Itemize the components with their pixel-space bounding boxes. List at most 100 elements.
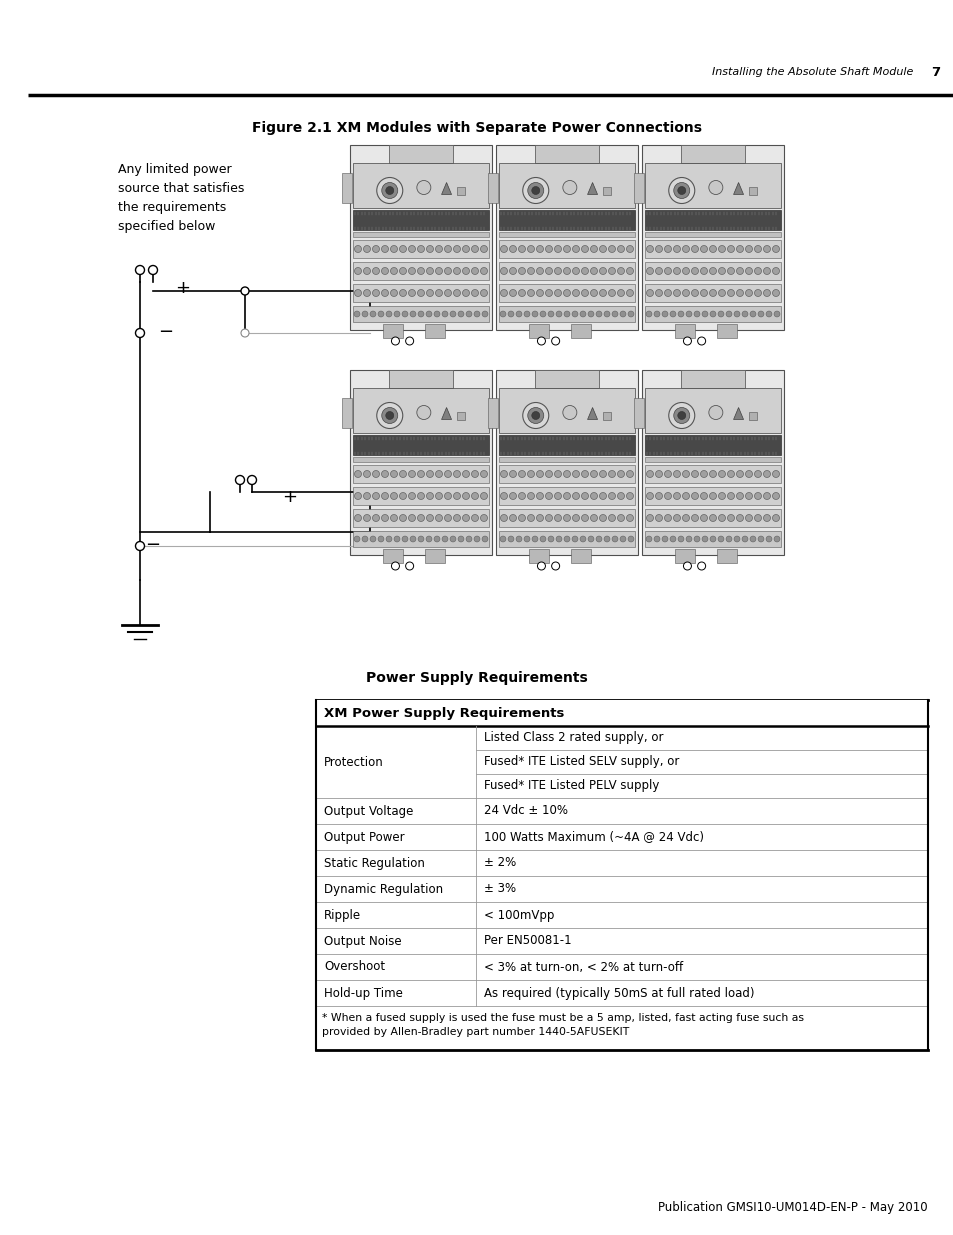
Circle shape xyxy=(363,268,370,274)
Circle shape xyxy=(474,536,479,542)
Bar xyxy=(353,466,489,483)
Circle shape xyxy=(744,289,752,296)
Circle shape xyxy=(381,515,388,521)
Bar xyxy=(641,370,783,555)
Circle shape xyxy=(736,246,742,252)
Bar xyxy=(674,324,694,338)
Circle shape xyxy=(499,311,505,317)
Circle shape xyxy=(608,268,615,274)
Circle shape xyxy=(718,311,723,317)
Circle shape xyxy=(444,493,451,499)
Bar xyxy=(674,550,694,563)
Circle shape xyxy=(685,536,691,542)
Bar xyxy=(353,457,489,462)
Circle shape xyxy=(700,515,707,521)
Circle shape xyxy=(372,289,379,296)
Circle shape xyxy=(363,515,370,521)
Circle shape xyxy=(135,266,144,274)
Circle shape xyxy=(654,311,659,317)
Circle shape xyxy=(654,536,659,542)
Circle shape xyxy=(587,536,594,542)
Bar xyxy=(528,324,548,338)
Circle shape xyxy=(372,268,379,274)
Circle shape xyxy=(416,405,431,420)
Circle shape xyxy=(754,289,760,296)
Circle shape xyxy=(500,515,507,521)
Circle shape xyxy=(554,246,561,252)
Circle shape xyxy=(507,311,514,317)
Circle shape xyxy=(617,471,624,478)
Polygon shape xyxy=(733,408,742,420)
Circle shape xyxy=(626,268,633,274)
Bar xyxy=(634,173,643,203)
Circle shape xyxy=(381,289,388,296)
Bar xyxy=(425,324,445,338)
Circle shape xyxy=(537,562,545,571)
Bar xyxy=(498,262,635,280)
Circle shape xyxy=(645,311,651,317)
Circle shape xyxy=(554,515,561,521)
Circle shape xyxy=(581,289,588,296)
Circle shape xyxy=(381,183,397,199)
Circle shape xyxy=(465,311,472,317)
Circle shape xyxy=(471,471,478,478)
Circle shape xyxy=(408,515,416,521)
Circle shape xyxy=(386,536,392,542)
Text: Fused* ITE Listed SELV supply, or: Fused* ITE Listed SELV supply, or xyxy=(483,756,679,768)
Text: ± 3%: ± 3% xyxy=(483,883,516,895)
Circle shape xyxy=(655,515,661,521)
Circle shape xyxy=(399,471,406,478)
Text: 24 Vdc ± 10%: 24 Vdc ± 10% xyxy=(483,804,567,818)
Circle shape xyxy=(773,311,780,317)
Circle shape xyxy=(685,311,691,317)
Circle shape xyxy=(664,246,671,252)
Circle shape xyxy=(668,403,694,429)
Circle shape xyxy=(708,180,722,194)
Circle shape xyxy=(673,268,679,274)
Circle shape xyxy=(572,515,578,521)
Circle shape xyxy=(457,311,463,317)
Circle shape xyxy=(554,268,561,274)
Circle shape xyxy=(435,471,442,478)
Text: Power Supply Requirements: Power Supply Requirements xyxy=(366,671,587,685)
Bar xyxy=(644,457,781,462)
Bar xyxy=(748,411,756,420)
Bar xyxy=(353,240,489,258)
Circle shape xyxy=(509,289,516,296)
Circle shape xyxy=(480,493,487,499)
Circle shape xyxy=(673,408,689,424)
Circle shape xyxy=(500,246,507,252)
Bar xyxy=(644,240,781,258)
Circle shape xyxy=(499,536,505,542)
Bar xyxy=(389,144,453,163)
Circle shape xyxy=(718,493,724,499)
Circle shape xyxy=(509,515,516,521)
Circle shape xyxy=(381,493,388,499)
Circle shape xyxy=(545,471,552,478)
Bar xyxy=(498,284,635,303)
Circle shape xyxy=(727,471,734,478)
Circle shape xyxy=(500,289,507,296)
Circle shape xyxy=(408,289,416,296)
Circle shape xyxy=(509,471,516,478)
Circle shape xyxy=(417,311,423,317)
Circle shape xyxy=(626,515,633,521)
Circle shape xyxy=(417,515,424,521)
Circle shape xyxy=(481,536,488,542)
Circle shape xyxy=(381,471,388,478)
Circle shape xyxy=(562,180,577,194)
Text: Per EN50081-1: Per EN50081-1 xyxy=(483,935,571,947)
Text: Static Regulation: Static Regulation xyxy=(324,857,424,869)
Circle shape xyxy=(673,183,689,199)
Circle shape xyxy=(536,268,543,274)
Text: As required (typically 50mS at full rated load): As required (typically 50mS at full rate… xyxy=(483,987,754,999)
Circle shape xyxy=(426,289,433,296)
Circle shape xyxy=(509,268,516,274)
Circle shape xyxy=(426,536,432,542)
Circle shape xyxy=(762,268,770,274)
Bar xyxy=(717,324,737,338)
Circle shape xyxy=(401,536,408,542)
Circle shape xyxy=(563,268,570,274)
Circle shape xyxy=(701,311,707,317)
Circle shape xyxy=(462,515,469,521)
